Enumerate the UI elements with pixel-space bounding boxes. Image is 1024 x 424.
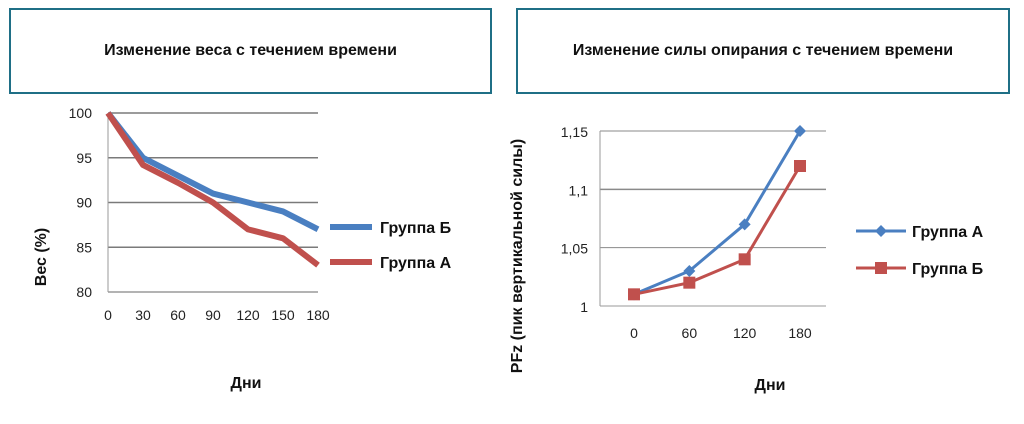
chart1-x-tick-label: 90 (205, 307, 221, 323)
chart1-x-tick-label: 30 (135, 307, 151, 323)
chart2-point-1-3 (794, 160, 806, 172)
chart2-y-tick-label: 1,15 (561, 124, 588, 140)
chart1-y-axis-label: Вес (%) (33, 228, 50, 286)
chart2-point-0-3 (794, 125, 806, 137)
chart1-series-line-1 (105, 111, 320, 268)
chart1-legend-label: Группа Б (380, 220, 451, 237)
chart1-legend-label: Группа А (380, 255, 452, 272)
chart2-series-line-0 (633, 130, 802, 296)
chart2-y-tick-label: 1,05 (561, 241, 588, 257)
chart2-legend-marker (875, 262, 887, 274)
chart1-y-tick-label: 90 (76, 195, 92, 211)
chart1-series-line-0 (105, 111, 320, 233)
chart2-x-axis-label: Дни (755, 377, 786, 394)
chart2-x-tick-label: 120 (733, 325, 757, 341)
chart1-x-tick-label: 180 (306, 307, 330, 323)
chart1-y-tick-label: 80 (76, 284, 92, 300)
chart2-point-0-1 (683, 265, 696, 277)
chart1-x-tick-label: 150 (271, 307, 295, 323)
chart2-point-1-2 (738, 253, 751, 266)
chart2-point-1-1 (683, 276, 696, 289)
chart2-series-line-1 (633, 165, 802, 296)
chart1-y-tick-label: 85 (76, 239, 92, 255)
chart1-x-tick-label: 120 (236, 307, 260, 323)
chart2-y-tick-label: 1,1 (569, 182, 589, 198)
chart1-y-tick-label: 95 (76, 150, 92, 166)
chart2-y-tick-label: 1 (580, 299, 588, 315)
chart2-point-0-2 (738, 218, 751, 231)
chart1-y-tick-label: 100 (69, 105, 93, 121)
chart2-legend-label: Группа Б (912, 261, 983, 278)
chart1-x-tick-label: 0 (104, 307, 112, 323)
chart2-y-axis-label: PFz (пик вертикальной силы) (509, 139, 526, 373)
chart1-title: Изменение веса с течением времени (9, 8, 492, 94)
chart2-x-tick-label: 0 (630, 325, 638, 341)
chart2-legend-marker (875, 225, 887, 237)
chart2-legend-label: Группа А (912, 224, 984, 241)
chart1-x-axis-label: Дни (231, 375, 262, 392)
chart1-x-tick-label: 60 (170, 307, 186, 323)
chart2-title: Изменение силы опирания с течением време… (516, 8, 1010, 94)
chart2-x-tick-label: 180 (788, 325, 812, 341)
chart2-point-1-0 (628, 288, 640, 301)
chart2-x-tick-label: 60 (682, 325, 698, 341)
